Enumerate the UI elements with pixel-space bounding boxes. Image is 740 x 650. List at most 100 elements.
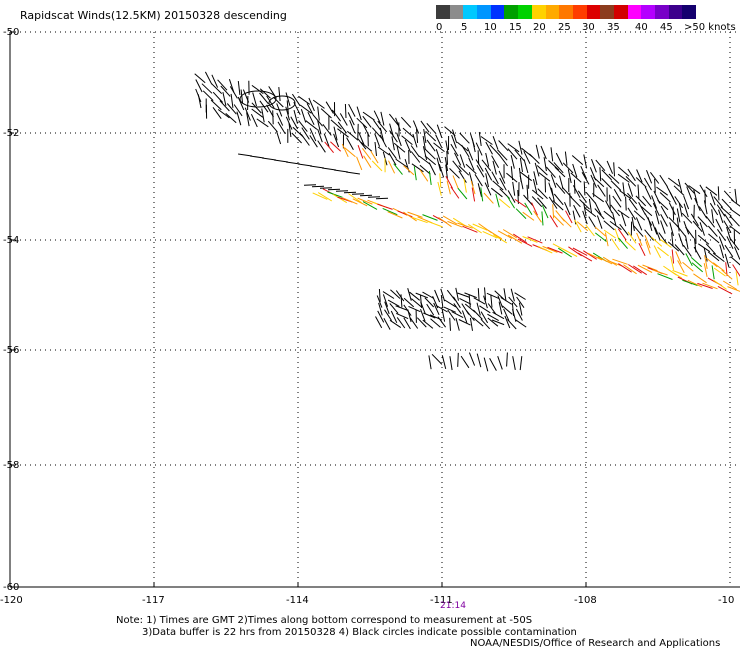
wind-vector (667, 177, 680, 187)
wind-vector (423, 129, 427, 143)
wind-vector (487, 313, 499, 322)
wind-vector (518, 302, 523, 316)
wind-vector (551, 187, 555, 202)
wind-vector (311, 185, 325, 188)
wind-vector (644, 235, 651, 249)
wind-vector (428, 162, 436, 176)
wind-vector (492, 234, 508, 244)
wind-vector (585, 192, 596, 204)
wind-vector (583, 181, 586, 196)
wind-vector (240, 89, 244, 104)
wind-vector (212, 91, 224, 103)
wind-vector (375, 316, 383, 329)
wind-vector (617, 228, 627, 241)
wind-vector (299, 104, 312, 114)
wind-vector (395, 312, 409, 320)
wind-vector (524, 202, 533, 216)
wind-vector (609, 194, 611, 209)
wind-vector (483, 192, 494, 204)
wind-vector (503, 308, 510, 321)
wind-vector (625, 176, 637, 187)
wind-vector (498, 198, 511, 209)
wind-vector (542, 245, 558, 253)
y-tick-label: -58 (3, 460, 19, 471)
legend-swatch (655, 5, 669, 19)
x-tick-label: -10 (718, 595, 734, 606)
wind-vector (376, 295, 383, 308)
wind-vector (278, 87, 281, 102)
wind-vector (436, 157, 442, 172)
wind-vector (604, 232, 609, 247)
legend-swatch (572, 5, 587, 19)
wind-vector (498, 140, 509, 152)
wind-vector (471, 138, 476, 153)
wind-vector (462, 225, 478, 233)
wind-vector (594, 208, 605, 220)
wind-vector (613, 188, 622, 202)
legend-swatch (531, 5, 546, 19)
wind-vector (310, 165, 324, 169)
wind-vector (640, 206, 653, 217)
wind-vector (536, 165, 548, 176)
wind-vector (441, 355, 447, 370)
wind-vector (644, 229, 654, 241)
wind-vector (409, 317, 419, 329)
wind-vector (331, 109, 342, 122)
wind-vector (588, 216, 597, 229)
wind-vector (638, 242, 646, 257)
wind-vector (713, 267, 726, 277)
wind-vector (195, 79, 203, 93)
wind-vector (672, 269, 688, 277)
wind-vector (347, 112, 355, 126)
wind-vector (436, 124, 443, 139)
wind-vector (422, 214, 438, 221)
wind-vector (360, 141, 373, 152)
wind-vector (439, 173, 442, 188)
wind-vector (435, 305, 448, 313)
wind-vector (262, 157, 276, 161)
wind-vector (332, 193, 348, 204)
wind-vector (657, 246, 669, 257)
wind-vector (492, 311, 505, 320)
wind-vector (647, 217, 653, 232)
wind-vector (464, 292, 477, 299)
wind-vector (515, 319, 527, 328)
wind-vector (628, 198, 638, 211)
wind-vector (633, 265, 647, 276)
wind-vector (317, 120, 322, 135)
wind-vector (497, 230, 513, 239)
wind-vector (457, 187, 468, 200)
wind-vector (527, 236, 543, 244)
wind-vector (549, 215, 558, 228)
wind-vector (610, 204, 620, 217)
wind-vector (651, 221, 658, 235)
wind-vector (498, 170, 506, 184)
wind-vector (305, 120, 318, 130)
wind-vector (443, 306, 457, 313)
wind-vector (377, 203, 393, 210)
wind-vector (651, 236, 663, 247)
wind-vector (307, 111, 315, 126)
wind-vector (477, 150, 480, 165)
wind-vector (219, 100, 230, 112)
wind-vector (342, 197, 358, 205)
wind-vector (595, 159, 606, 172)
wind-vector (543, 157, 547, 172)
wind-vector (513, 233, 527, 244)
legend-swatch (613, 5, 628, 19)
wind-vector (285, 106, 290, 121)
wind-vector (724, 244, 734, 258)
wind-vector (266, 104, 274, 118)
wind-vector (420, 120, 430, 133)
wind-vector (469, 317, 473, 331)
wind-vector (449, 168, 460, 179)
wind-vector (540, 145, 547, 160)
wind-vector (732, 264, 740, 277)
wind-vector (729, 215, 740, 227)
wind-vector (293, 109, 298, 124)
wind-vector (487, 229, 503, 240)
wind-vector (291, 93, 301, 107)
wind-vector (594, 232, 607, 242)
wind-vector (290, 116, 299, 130)
wind-vector (445, 140, 449, 155)
